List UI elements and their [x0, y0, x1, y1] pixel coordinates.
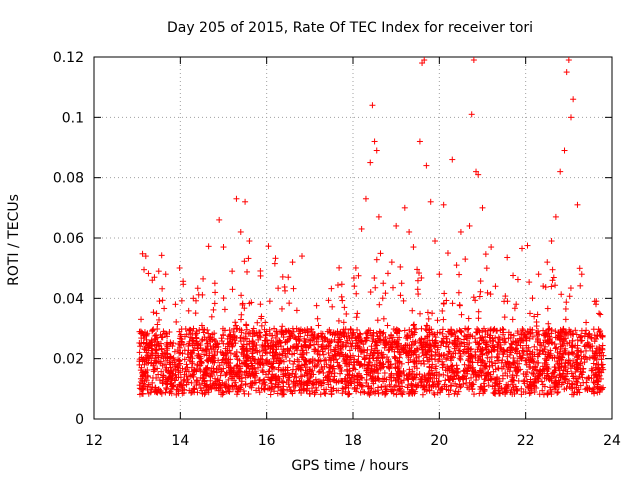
x-tick-label: 22 — [517, 433, 535, 449]
y-tick-label: 0.1 — [62, 110, 84, 126]
x-tick-label: 12 — [85, 433, 103, 449]
y-tick-label: 0.04 — [53, 291, 84, 307]
y-tick-label: 0.02 — [53, 352, 84, 368]
x-tick-label: 24 — [603, 433, 621, 449]
y-tick-label: 0.06 — [53, 231, 84, 247]
y-tick-label: 0.12 — [53, 50, 84, 66]
x-tick-label: 14 — [171, 433, 189, 449]
x-tick-label: 20 — [430, 433, 448, 449]
y-tick-label: 0.08 — [53, 171, 84, 187]
y-tick-label: 0 — [75, 412, 84, 428]
x-tick-label: 16 — [258, 433, 276, 449]
x-tick-label: 18 — [344, 433, 362, 449]
